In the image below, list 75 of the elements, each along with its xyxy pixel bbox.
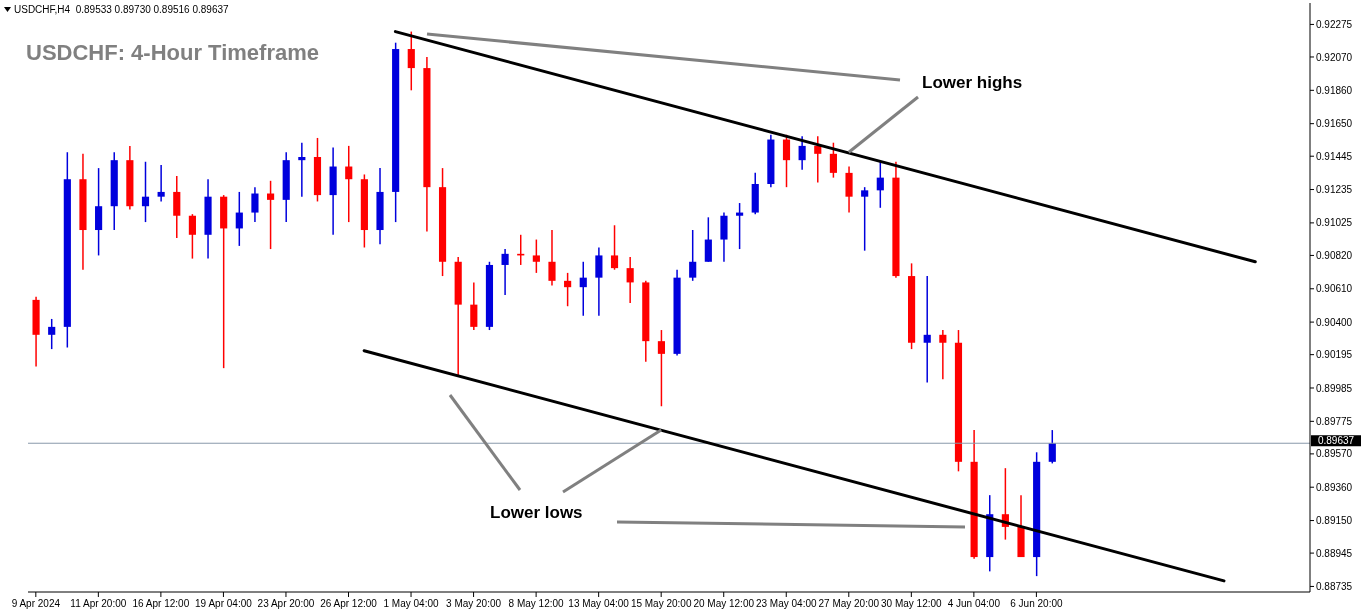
text: USDCHF: 4-Hour Timeframe <box>26 40 319 66</box>
x-tick-label: 23 May 04:00 <box>755 598 817 609</box>
x-tick-label: 23 Apr 20:00 <box>257 598 315 609</box>
candlestick <box>689 229 697 282</box>
candlestick <box>845 165 853 214</box>
y-tick-label: 0.90820 <box>1316 249 1353 261</box>
y-tick-label: 0.89360 <box>1316 481 1353 493</box>
candlestick <box>626 256 634 304</box>
y-tick-label: 0.92070 <box>1316 51 1353 63</box>
candlestick <box>470 281 478 331</box>
candlestick <box>298 141 306 198</box>
candlestick <box>141 161 150 223</box>
candlestick <box>814 135 822 184</box>
y-tick-label: 0.90195 <box>1316 349 1353 361</box>
candlestick <box>173 175 181 239</box>
candlestick <box>48 318 56 350</box>
candlestick <box>720 211 728 263</box>
candlestick <box>235 191 243 247</box>
candlestick <box>798 135 806 171</box>
candlestick <box>564 272 572 307</box>
candlestick <box>548 229 556 287</box>
candlestick <box>532 238 540 274</box>
x-tick-label: 19 Apr 04:00 <box>195 598 253 609</box>
x-tick-label: 9 Apr 2024 <box>11 598 61 609</box>
candlestick <box>876 161 884 209</box>
candlestick <box>736 202 744 250</box>
candlestick <box>704 216 712 263</box>
y-tick-label: 0.89985 <box>1316 382 1353 394</box>
ref-line-label: 0.89637 <box>1317 435 1355 447</box>
x-tick-label: 6 Jun 20:00 <box>1010 598 1063 609</box>
x-tick-label: 26 Apr 12:00 <box>320 598 378 609</box>
x-tick-label: 27 May 20:00 <box>818 598 880 609</box>
y-tick-label: 0.88945 <box>1316 547 1353 559</box>
candlestick <box>251 186 259 223</box>
annotation: Lower highs <box>922 73 1023 93</box>
y-tick-label: 0.91650 <box>1316 118 1353 130</box>
y-tick-label: 0.89150 <box>1316 515 1353 527</box>
x-tick-label: 16 Apr 12:00 <box>132 598 190 609</box>
candlestick <box>345 145 353 223</box>
x-tick-label: 4 Jun 04:00 <box>947 598 1001 609</box>
y-tick-label: 0.90400 <box>1316 316 1353 328</box>
candlestick <box>407 30 415 92</box>
x-tick-label: 20 May 12:00 <box>693 598 755 609</box>
candlestick <box>861 186 869 252</box>
candlestick <box>829 141 837 179</box>
y-tick-label: 0.89570 <box>1316 448 1353 460</box>
x-tick-label: 13 May 04:00 <box>568 598 630 609</box>
y-tick-label: 0.92275 <box>1316 18 1353 30</box>
y-tick-label: 0.91025 <box>1316 217 1353 229</box>
x-tick-label: 1 May 04:00 <box>383 598 439 609</box>
candlestick <box>157 164 165 203</box>
candlestick <box>267 180 275 250</box>
candlestick <box>1048 429 1056 465</box>
candlestick <box>501 248 509 296</box>
x-tick-label: 8 May 12:00 <box>508 598 565 609</box>
y-tick-label: 0.90610 <box>1316 283 1353 295</box>
candlestick <box>939 329 947 381</box>
annotation: Lower lows <box>490 503 583 523</box>
candlestick <box>657 329 665 407</box>
candlestick <box>610 224 619 271</box>
x-tick-label: 11 Apr 20:00 <box>70 598 127 609</box>
x-tick-label: 30 May 12:00 <box>881 598 943 609</box>
candlestick <box>923 275 931 384</box>
candlestick <box>595 246 603 317</box>
y-tick-label: 0.91445 <box>1316 150 1353 162</box>
x-tick-label: 3 May 20:00 <box>446 598 502 609</box>
candlestick <box>95 167 103 257</box>
candlestick <box>579 261 587 317</box>
candlestick <box>188 213 196 260</box>
y-tick-label: 0.91235 <box>1316 184 1353 196</box>
y-tick-label: 0.91860 <box>1316 84 1353 96</box>
x-tick-label: 15 May 20:00 <box>630 598 692 609</box>
chart-subtitle: USDCHF,H4 0.89533 0.89730 0.89516 0.89637 <box>14 4 229 15</box>
y-tick-label: 0.88735 <box>1316 580 1353 592</box>
y-tick-label: 0.89775 <box>1316 415 1353 427</box>
